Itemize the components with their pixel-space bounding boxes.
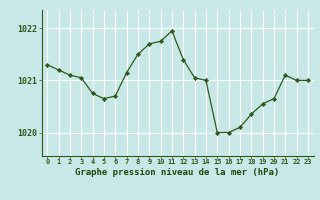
- X-axis label: Graphe pression niveau de la mer (hPa): Graphe pression niveau de la mer (hPa): [76, 168, 280, 177]
